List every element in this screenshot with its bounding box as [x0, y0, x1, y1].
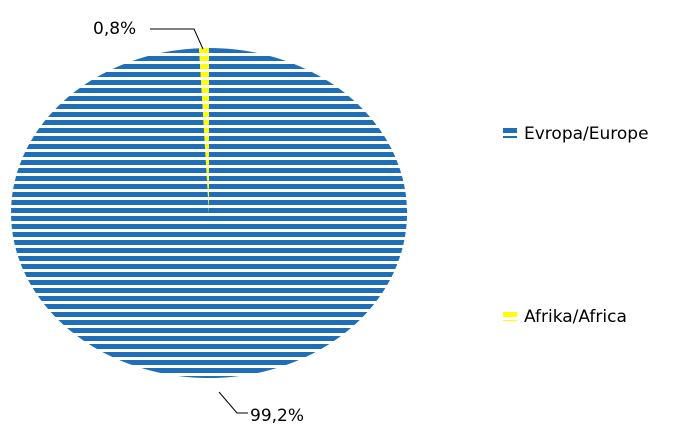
legend-swatch-europe	[503, 128, 517, 138]
legend-item-europe[interactable]: Evropa/Europe	[503, 124, 649, 144]
leader-line-europe	[218, 391, 248, 414]
data-label-africa: 0,8%	[93, 19, 136, 39]
leader-lines	[150, 28, 248, 414]
pie-slices	[11, 47, 408, 378]
legend-item-africa[interactable]: Afrika/Africa	[503, 307, 627, 327]
legend-label-europe: Evropa/Europe	[524, 124, 649, 144]
leader-line-africa	[150, 28, 204, 50]
legend-label-africa: Afrika/Africa	[524, 307, 627, 327]
pie-slice-europe[interactable]	[11, 47, 408, 378]
legend: Evropa/Europe Afrika/Africa	[503, 124, 649, 327]
legend-swatch-africa	[503, 311, 517, 321]
pie-slice-africa[interactable]	[199, 48, 209, 213]
data-label-europe: 99,2%	[250, 406, 304, 426]
